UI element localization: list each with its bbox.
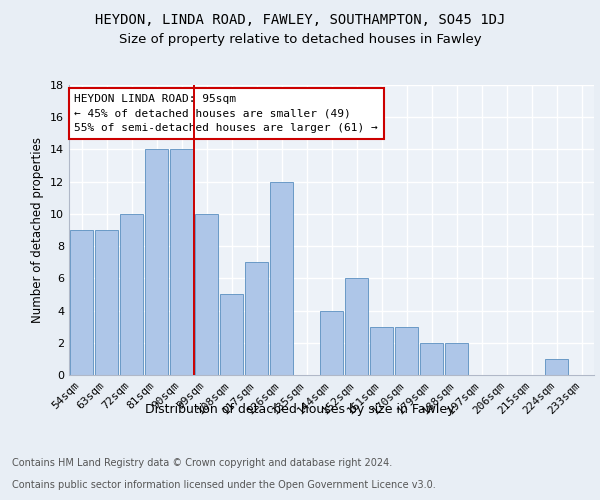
Y-axis label: Number of detached properties: Number of detached properties [31, 137, 44, 323]
Bar [270, 182, 293, 375]
Bar [445, 343, 468, 375]
Bar [245, 262, 268, 375]
Text: Distribution of detached houses by size in Fawley: Distribution of detached houses by size … [145, 402, 455, 415]
Bar [345, 278, 368, 375]
Bar [120, 214, 143, 375]
Bar [370, 326, 393, 375]
Text: Contains public sector information licensed under the Open Government Licence v3: Contains public sector information licen… [12, 480, 436, 490]
Bar [320, 310, 343, 375]
Bar [420, 343, 443, 375]
Bar [545, 359, 568, 375]
Bar [70, 230, 93, 375]
Text: Contains HM Land Registry data © Crown copyright and database right 2024.: Contains HM Land Registry data © Crown c… [12, 458, 392, 468]
Bar [195, 214, 218, 375]
Bar [395, 326, 418, 375]
Text: Size of property relative to detached houses in Fawley: Size of property relative to detached ho… [119, 32, 481, 46]
Bar [145, 150, 168, 375]
Bar [170, 150, 193, 375]
Text: HEYDON, LINDA ROAD, FAWLEY, SOUTHAMPTON, SO45 1DJ: HEYDON, LINDA ROAD, FAWLEY, SOUTHAMPTON,… [95, 12, 505, 26]
Text: HEYDON LINDA ROAD: 95sqm
← 45% of detached houses are smaller (49)
55% of semi-d: HEYDON LINDA ROAD: 95sqm ← 45% of detach… [74, 94, 378, 134]
Bar [95, 230, 118, 375]
Bar [220, 294, 243, 375]
